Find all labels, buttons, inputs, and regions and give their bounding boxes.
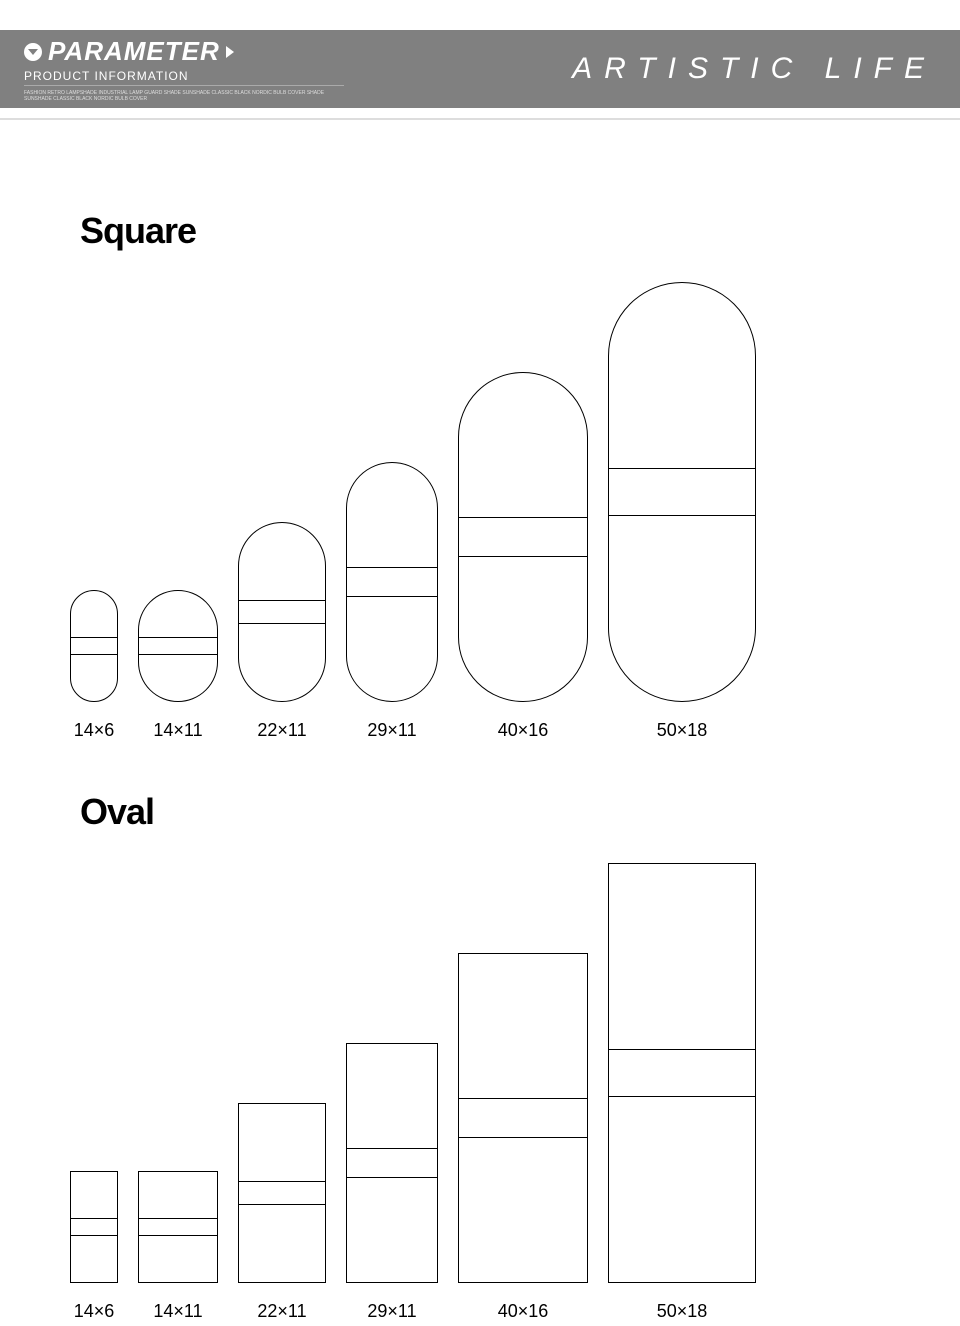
size-label: 50×18 [657,1301,708,1322]
shape-wrap [458,953,588,1283]
size-label: 14×11 [153,720,202,741]
size-item: 14×6 [70,590,118,741]
size-label: 14×6 [74,1301,115,1322]
size-label: 40×16 [498,720,549,741]
size-item: 14×6 [70,1171,118,1322]
rect-shape [346,1043,438,1283]
size-item: 40×16 [458,953,588,1322]
shape-wrap [238,522,326,702]
shape-band [239,1181,325,1205]
size-item: 22×11 [238,1103,326,1322]
pill-shape [70,590,118,702]
pill-shape [238,522,326,702]
section-title-oval: Oval [80,791,910,833]
shape-wrap [138,1171,218,1283]
header-title-row: PARAMETER [24,36,344,67]
header-left: PARAMETER PRODUCT INFORMATION FASHION RE… [24,36,344,102]
header-title: PARAMETER [48,36,220,67]
pill-shape [138,590,218,702]
shape-row-square: 14×6 14×11 22×11 29×11 40×16 50×18 [70,282,910,741]
header-subtitle: PRODUCT INFORMATION [24,69,344,86]
rect-shape [608,863,756,1283]
section-oval: Oval 14×6 14×11 22×11 29×11 40×16 50×18 [70,791,910,1322]
size-item: 40×16 [458,372,588,741]
size-label: 29×11 [367,720,416,741]
shape-band [347,1148,437,1178]
size-label: 14×6 [74,720,115,741]
size-label: 29×11 [367,1301,416,1322]
pill-shape [608,282,756,702]
shape-band [459,1098,587,1138]
shape-wrap [138,590,218,702]
shape-band [139,1218,217,1236]
rect-shape [138,1171,218,1283]
rect-shape [70,1171,118,1283]
shape-wrap [346,1043,438,1283]
size-item: 14×11 [138,1171,218,1322]
shape-band [71,637,117,655]
shape-band [459,517,587,557]
shape-band [609,1049,755,1097]
shape-wrap [70,1171,118,1283]
header-right-text: ARTISTIC LIFE [572,52,936,86]
header-microtext: FASHION RETRO LAMPSHADE INDUSTRIAL LAMP … [24,90,344,102]
shape-wrap [458,372,588,702]
size-label: 50×18 [657,720,708,741]
size-item: 29×11 [346,1043,438,1322]
shape-band [239,600,325,624]
size-item: 29×11 [346,462,438,741]
size-item: 22×11 [238,522,326,741]
header-bar: PARAMETER PRODUCT INFORMATION FASHION RE… [0,30,960,108]
chevron-down-circle-icon [24,43,42,61]
size-item: 50×18 [608,863,756,1322]
shape-band [71,1218,117,1236]
shape-wrap [346,462,438,702]
rect-shape [458,953,588,1283]
shape-wrap [608,282,756,702]
size-label: 22×11 [257,1301,306,1322]
pill-shape [458,372,588,702]
size-label: 14×11 [153,1301,202,1322]
section-square: Square 14×6 14×11 22×11 29×11 40×16 50×18 [70,210,910,741]
pill-shape [346,462,438,702]
shape-band [609,468,755,516]
shape-wrap [70,590,118,702]
size-item: 14×11 [138,590,218,741]
shape-band [139,637,217,655]
shape-wrap [238,1103,326,1283]
shape-band [347,567,437,597]
content-area: Square 14×6 14×11 22×11 29×11 40×16 50×18 Ova… [0,118,960,1322]
size-item: 50×18 [608,282,756,741]
shape-row-oval: 14×6 14×11 22×11 29×11 40×16 50×18 [70,863,910,1322]
shape-wrap [608,863,756,1283]
rect-shape [238,1103,326,1283]
section-title-square: Square [80,210,910,252]
size-label: 40×16 [498,1301,549,1322]
triangle-right-icon [226,46,234,58]
size-label: 22×11 [257,720,306,741]
